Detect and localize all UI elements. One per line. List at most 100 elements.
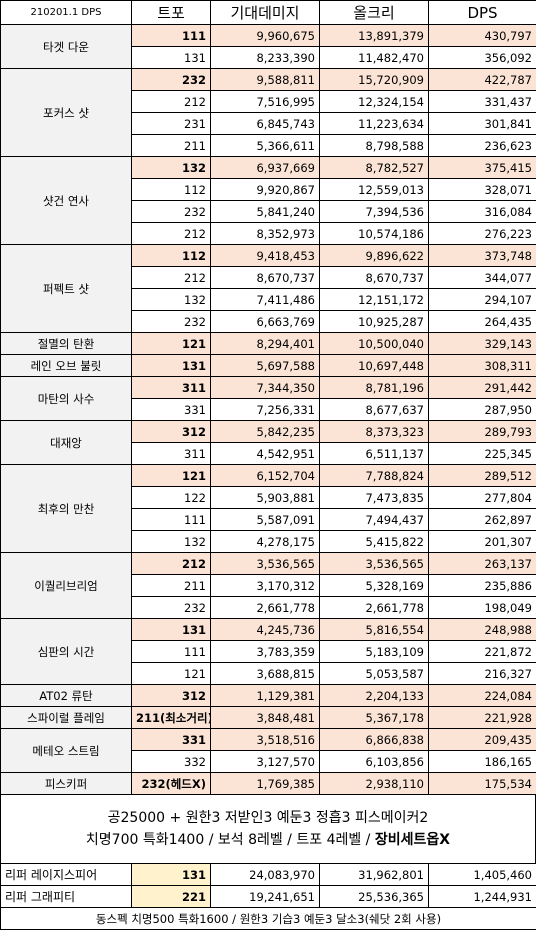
table-row: 스파이럴 플레임 211(최소거리) 3,848,481 5,367,178 221,9… — [0, 706, 536, 729]
dps-value: 224,084 — [428, 684, 536, 707]
all-crit-damage: 25,536,365 — [319, 885, 429, 908]
dps-value: 221,928 — [428, 706, 536, 729]
spec-line-2: 치명700 특화1400 / 보석 8레벨 / 트포 4레벨 / 장비세트옵X — [1, 829, 535, 851]
all-crit-damage: 8,373,323 — [319, 420, 429, 443]
dps-value: 422,787 — [428, 68, 536, 91]
comparison-row: 리퍼 레이지스피어 131 24,083,970 31,962,801 1,405,46… — [0, 863, 536, 886]
skill-name: 스파이럴 플레임 — [0, 706, 132, 729]
expected-damage: 19,241,651 — [210, 885, 320, 908]
all-crit-damage: 5,816,554 — [319, 618, 429, 641]
dps-value: 373,748 — [428, 244, 536, 267]
all-crit-damage: 6,103,856 — [319, 750, 429, 773]
table-row: AT02 류탄 312 1,129,381 2,204,133 224,084 — [0, 684, 536, 707]
all-crit-damage: 12,324,154 — [319, 90, 429, 113]
spec-line-1: 공25000 + 원한3 저받인3 예둔3 정흡3 피스메이커2 — [107, 810, 429, 826]
tripod-code: 212 — [131, 552, 211, 575]
tripod-code: 131 — [131, 354, 211, 377]
table-row: 레인 오브 불릿 131 5,697,588 10,697,448 308,311 — [0, 354, 536, 377]
dps-value: 344,077 — [428, 266, 536, 289]
expected-damage: 4,542,951 — [210, 442, 320, 465]
all-crit-damage: 8,798,588 — [319, 134, 429, 157]
all-crit-damage: 15,720,909 — [319, 68, 429, 91]
dps-value: 216,327 — [428, 662, 536, 685]
all-crit-damage: 2,938,110 — [319, 772, 429, 795]
dps-value: 276,223 — [428, 222, 536, 245]
sheet-title: 210201.1 DPS — [0, 0, 132, 25]
expected-damage: 3,688,815 — [210, 662, 320, 685]
table-row: 231 6,845,743 11,223,634 301,841 — [1, 112, 536, 135]
tripod-code: 131 — [131, 618, 211, 641]
all-crit-damage: 10,574,186 — [319, 222, 429, 245]
tripod-code: 232 — [131, 68, 211, 91]
expected-damage: 3,170,312 — [210, 574, 320, 597]
all-crit-damage: 7,788,824 — [319, 464, 429, 487]
all-crit-damage: 10,697,448 — [319, 354, 429, 377]
spec-line-2-bold: 장비세트옵X — [374, 832, 451, 848]
table-row: 피스키퍼 232(헤드X) 1,769,385 2,938,110 175,534 — [0, 772, 536, 795]
all-crit-damage: 5,415,822 — [319, 530, 429, 553]
all-crit-damage: 10,500,040 — [319, 332, 429, 355]
dps-value: 209,435 — [428, 728, 536, 751]
all-crit-damage: 8,782,527 — [319, 156, 429, 179]
comparison-row: 리퍼 그래피티 221 19,241,651 25,536,365 1,244,931 — [0, 885, 536, 908]
tripod-code: 232 — [131, 200, 211, 223]
tripod-code: 221 — [131, 885, 211, 908]
dps-value: 263,137 — [428, 552, 536, 575]
expected-damage: 9,920,867 — [210, 178, 320, 201]
all-crit-damage: 5,328,169 — [319, 574, 429, 597]
table-row: 메테오 스트림 331 3,518,516 6,866,838 209,435 — [0, 728, 536, 773]
expected-damage: 5,697,588 — [210, 354, 320, 377]
spec-line-2-text: 치명700 특화1400 / 보석 8레벨 / 트포 4레벨 / — [85, 832, 375, 848]
all-crit-damage: 10,925,287 — [319, 310, 429, 333]
dps-value: 287,950 — [428, 398, 536, 421]
footnote: 동스펙 치명500 특화1600 / 원한3 기습3 예둔3 달소3(쉐닷 2회… — [0, 907, 536, 930]
skill-name: 피스키퍼 — [0, 772, 132, 795]
dps-value: 225,345 — [428, 442, 536, 465]
tripod-code: 111 — [131, 640, 211, 663]
all-crit-damage: 7,394,536 — [319, 200, 429, 223]
table-row: 퍼펙트 샷 112 9,418,453 9,896,622 373,748 — [0, 244, 536, 333]
all-crit-damage: 9,896,622 — [319, 244, 429, 267]
dps-value: 356,092 — [428, 46, 536, 69]
expected-damage: 3,783,359 — [210, 640, 320, 663]
skill-name: AT02 류탄 — [0, 684, 132, 707]
table-row: 심판의 시간 131 4,245,736 5,816,554 248,988 — [0, 618, 536, 685]
tripod-code: 212 — [131, 222, 211, 245]
expected-damage: 8,233,390 — [210, 46, 320, 69]
tripod-code: 111 — [131, 508, 211, 531]
skill-name: 절멸의 탄환 — [0, 332, 132, 355]
expected-damage: 8,670,737 — [210, 266, 320, 289]
expected-damage: 3,518,516 — [210, 728, 320, 751]
expected-damage: 4,278,175 — [210, 530, 320, 553]
expected-damage: 1,129,381 — [210, 684, 320, 707]
table-row: 마탄의 사수 311 7,344,350 8,781,196 291,442 — [0, 376, 536, 421]
expected-damage: 8,352,973 — [210, 222, 320, 245]
tripod-code: 131 — [131, 46, 211, 69]
skill-name: 타겟 다운 — [0, 24, 132, 69]
dps-value: 331,437 — [428, 90, 536, 113]
tripod-code: 331 — [131, 728, 211, 751]
skill-name: 리퍼 레이지스피어 — [0, 863, 132, 886]
dps-value: 221,872 — [428, 640, 536, 663]
skill-name: 대재앙 — [0, 420, 132, 465]
table-row: 111 5,587,091 7,494,437 262,897 — [1, 508, 536, 531]
header-row: 210201.1 DPS 트포 기대데미지 올크리 DPS — [0, 0, 536, 25]
table-row: 211 5,366,611 8,798,588 236,623 — [1, 134, 536, 157]
tripod-code: 122 — [131, 486, 211, 509]
table-row: 112 9,920,867 12,559,013 328,071 — [1, 178, 536, 201]
skill-name: 레인 오브 불릿 — [0, 354, 132, 377]
dps-value: 308,311 — [428, 354, 536, 377]
table-row: 포커스 샷 232 9,588,811 15,720,909 422,787 — [0, 68, 536, 157]
header-all-crit: 올크리 — [319, 0, 429, 25]
tripod-code: 211(최소거리) — [131, 706, 211, 729]
dps-value: 248,988 — [428, 618, 536, 641]
header-expected-damage: 기대데미지 — [210, 0, 320, 25]
tripod-code: 331 — [131, 398, 211, 421]
expected-damage: 7,344,350 — [210, 376, 320, 399]
table-row: 121 3,688,815 5,053,587 216,327 — [1, 662, 536, 685]
tripod-code: 212 — [131, 90, 211, 113]
skill-name: 마탄의 사수 — [0, 376, 132, 421]
expected-damage: 6,845,743 — [210, 112, 320, 135]
tripod-code: 112 — [131, 244, 211, 267]
expected-damage: 9,588,811 — [210, 68, 320, 91]
